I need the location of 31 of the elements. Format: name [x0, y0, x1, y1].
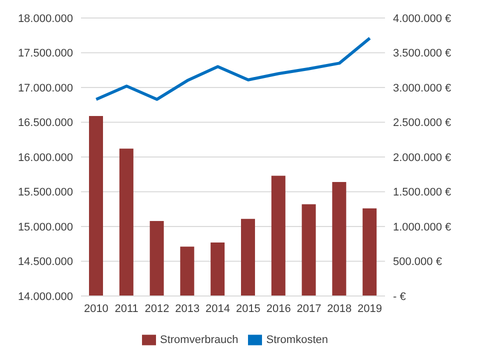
- y-tick-label: 16.500.000: [18, 117, 73, 130]
- y2-tick-label: 1.500.000 €: [393, 186, 452, 199]
- y2-tick-label: 2.500.000 €: [393, 117, 452, 130]
- y2-tick-label: 1.000.000 €: [393, 221, 452, 234]
- y-tick-label: 14.000.000: [18, 290, 73, 303]
- x-tick-label: 2015: [236, 302, 260, 315]
- y2-tick-label: 3.000.000 €: [393, 82, 452, 94]
- y-tick-label: 16.000.000: [18, 152, 73, 164]
- y-tick-label: 17.000.000: [18, 82, 73, 94]
- y2-tick-label: 4.000.000 €: [393, 12, 452, 25]
- y-tick-label: 15.000.000: [18, 221, 73, 234]
- y2-tick-label: 500.000 €: [393, 256, 442, 268]
- x-tick-label: 2010: [84, 302, 108, 315]
- y2-tick-label: 3.500.000 €: [393, 48, 452, 60]
- x-tick-label: 2017: [296, 302, 322, 315]
- x-tick-label: 2019: [358, 302, 382, 315]
- y-tick-label: 14.500.000: [18, 256, 73, 268]
- x-tick-label: 2011: [114, 302, 138, 315]
- legend-label: Stromkosten: [266, 334, 328, 346]
- y-tick-label: 18.000.000: [18, 12, 73, 25]
- x-tick-label: 2018: [327, 302, 352, 315]
- y-tick-label: 15.500.000: [18, 186, 73, 199]
- y-tick-label: 17.500.000: [18, 48, 73, 60]
- line-series: [94, 36, 372, 101]
- x-tick-label: 2014: [206, 302, 230, 315]
- legend-label: Stromverbrauch: [160, 334, 238, 346]
- x-tick-label: 2012: [144, 302, 170, 315]
- y2-tick-label: - €: [393, 290, 406, 303]
- x-tick-label: 2013: [175, 302, 200, 315]
- x-tick-label: 2016: [266, 302, 291, 315]
- y2-tick-label: 2.000.000 €: [393, 152, 452, 164]
